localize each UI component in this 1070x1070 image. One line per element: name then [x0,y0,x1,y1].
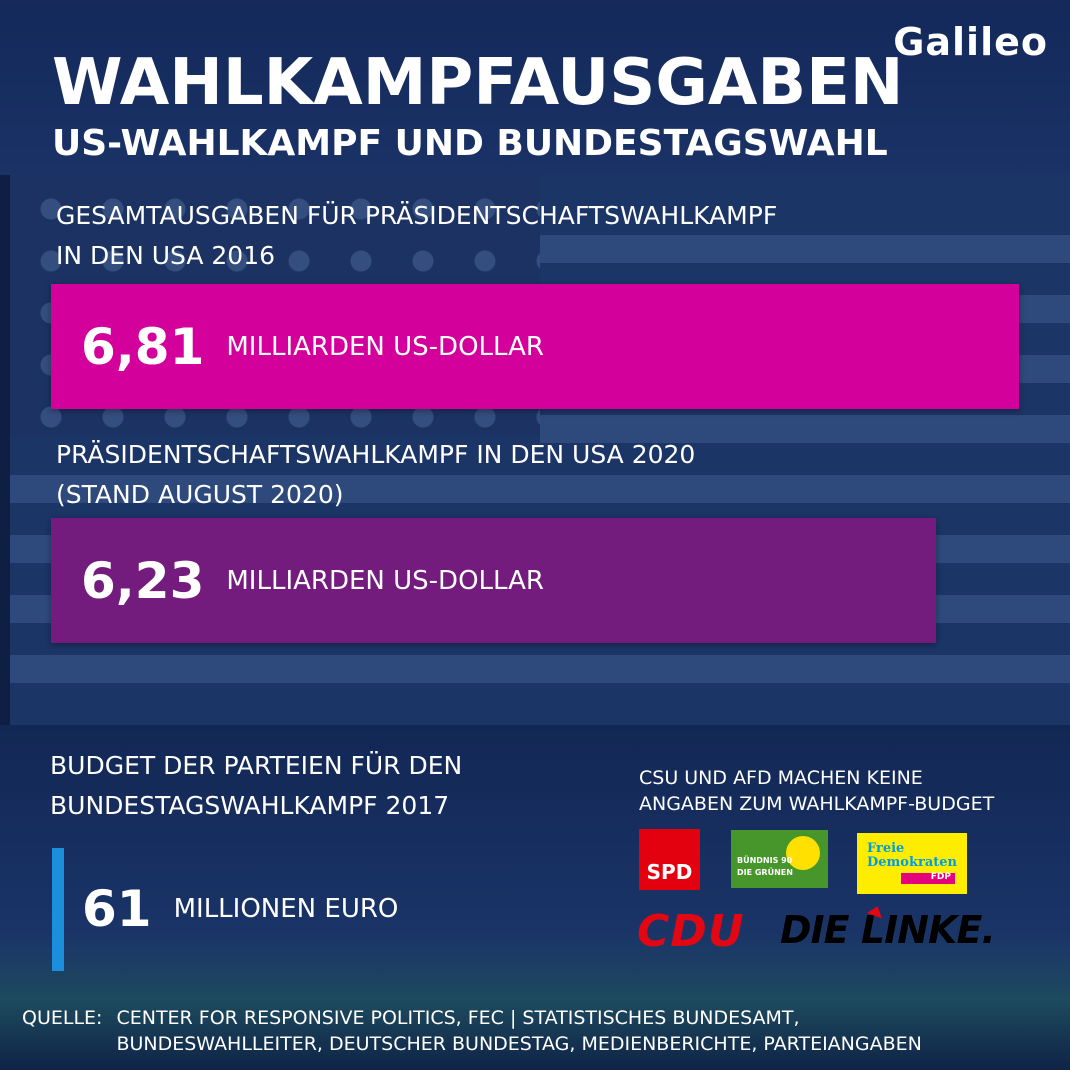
us-2020-bar: 6,23 MILLIARDEN US-DOLLAR [51,518,936,643]
gruene-logo-line2: DIE GRÜNEN [737,868,793,877]
spd-logo: SPD [639,829,700,890]
us-2016-value: 6,81 [81,317,205,376]
page-subtitle: US-WAHLKAMPF UND BUNDESTAGSWAHL [52,123,888,164]
fdp-logo-abbr: FDP [930,872,951,882]
fdp-logo-line1: Freie [867,841,905,856]
flag-stripe [10,655,1070,683]
us-2016-bar: 6,81 MILLIARDEN US-DOLLAR [51,284,1019,409]
gruene-logo-line1: BÜNDNIS 90 [737,856,793,865]
page-title: WAHLKAMPFAUSGABEN [52,46,904,120]
germany-2017-unit: MILLIONEN EURO [173,894,399,924]
header-background [0,0,1070,175]
spd-logo-text: SPD [646,860,693,884]
germany-2017-budget: 61 MILLIONEN EURO [82,880,398,938]
flag-stripe [10,475,1070,503]
bottom-background [0,725,1070,1070]
budget-accent-line [52,848,64,971]
us-2020-label: PRÄSIDENTSCHAFTSWAHLKAMPF IN DEN USA 202… [56,440,696,509]
cdu-logo: CDU [637,906,745,957]
source-key: QUELLE: [22,1007,103,1029]
fdp-logo-bar: FDP [901,872,955,884]
germany-2017-value: 61 [82,880,152,938]
flag-stripe [540,235,1070,263]
source-value: CENTER FOR RESPONSIVE POLITICS, FEC | ST… [116,1007,922,1055]
linke-logo: DIE LINKE. [780,908,996,952]
sunflower-icon [786,836,820,870]
us-2016-unit: MILLIARDEN US-DOLLAR [226,331,544,362]
us-2016-label: GESAMTAUSGABEN FÜR PRÄSIDENTSCHAFTSWAHLK… [56,201,778,270]
fdp-logo: Freie Demokraten FDP [857,833,967,894]
us-flag-background [10,175,1070,725]
germany-2017-label: BUDGET DER PARTEIEN FÜR DEN BUNDESTAGSWA… [50,751,463,820]
source-credits: QUELLE: CENTER FOR RESPONSIVE POLITICS, … [22,1005,922,1057]
us-2020-value: 6,23 [81,551,205,610]
csu-afd-note: CSU UND AFD MACHEN KEINE ANGABEN ZUM WAH… [639,767,995,815]
flag-stripe [540,415,1070,443]
fdp-logo-line2: Demokraten [867,855,957,870]
gruene-logo: BÜNDNIS 90 DIE GRÜNEN [731,830,828,888]
us-2020-unit: MILLIARDEN US-DOLLAR [226,565,544,596]
galileo-logo: Galileo [893,20,1048,64]
